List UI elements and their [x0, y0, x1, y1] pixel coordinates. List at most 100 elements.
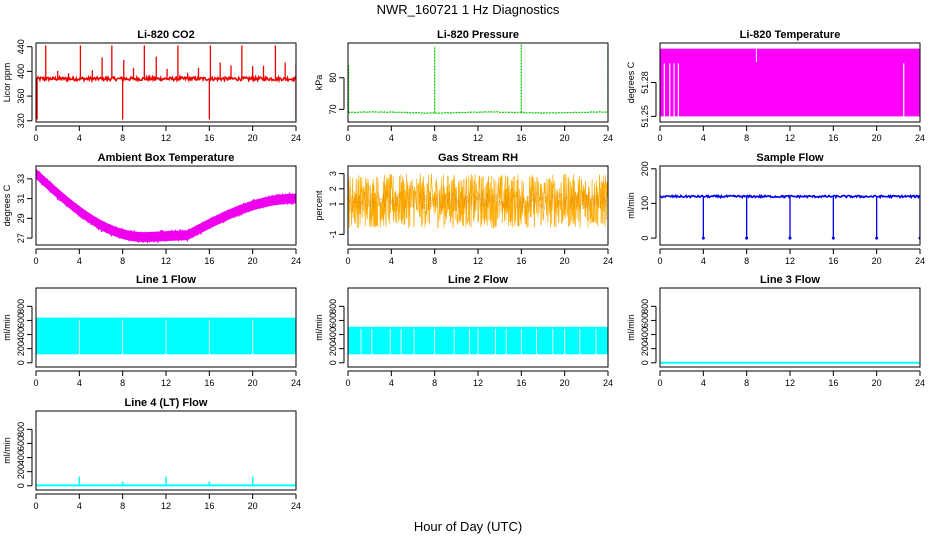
x-tick-label: 20 [872, 256, 882, 266]
panel-y-axis-label: Licor ppm [2, 63, 12, 103]
y-tick-label: 800 [640, 299, 650, 314]
y-tick-label: 200 [640, 341, 650, 356]
y-tick-label: 600 [16, 313, 26, 328]
x-tick-label: 20 [560, 256, 570, 266]
y-tick-label: 0 [328, 360, 338, 365]
y-tick-label: 51.25 [640, 105, 650, 128]
x-tick-label: 24 [915, 133, 925, 143]
x-tick-label: 0 [657, 256, 662, 266]
ambient-band [36, 168, 296, 242]
y-tick-label: 200 [328, 341, 338, 356]
ambient-line [36, 168, 296, 244]
panel-y-axis-label: degrees C [626, 61, 636, 103]
panel-frame [35, 165, 297, 246]
panel-y-axis: -1 1 2 3 [328, 171, 345, 238]
panel-title: Line 1 Flow [136, 274, 196, 286]
y-tick-label: 2 [328, 186, 338, 191]
x-tick-label: 24 [603, 133, 613, 143]
y-tick-label: 31 [16, 194, 26, 204]
panel-title: Gas Stream RH [438, 152, 518, 164]
x-tick-label: 16 [204, 378, 214, 388]
panel-y-axis-label: percent [314, 190, 324, 221]
x-tick-label: 4 [77, 378, 82, 388]
panel-title: Sample Flow [756, 152, 824, 164]
panel-x-axis: 0 4 8 12 16 20 24 [33, 370, 301, 388]
panel-8: Line 2 Flow ml/min 0 4 8 12 16 20 24 0 20040060080… [314, 274, 613, 388]
panel-series [660, 193, 920, 240]
x-tick-label: 12 [473, 133, 483, 143]
x-tick-label: 16 [204, 256, 214, 266]
panel-series [36, 45, 296, 120]
y-tick-label: 360 [16, 89, 26, 104]
panel-1: Li-820 CO2 Licor ppm 0 4 8 12 16 20 24 320 360 400 4… [2, 29, 301, 143]
y-tick-label: 1 [328, 201, 338, 206]
x-tick-label: 8 [432, 133, 437, 143]
y-tick-label: 3 [328, 171, 338, 176]
rh-line-dark [348, 191, 608, 211]
y-tick-label: 600 [328, 313, 338, 328]
y-tick-label: 440 [16, 39, 26, 54]
panel-series [348, 173, 608, 229]
y-tick-label: 400 [328, 327, 338, 342]
x-tick-label: 0 [33, 501, 38, 511]
x-tick-label: 4 [77, 133, 82, 143]
y-tick-label: 0 [16, 483, 26, 488]
panel-series [36, 168, 296, 244]
sample-flow-dip-point [788, 236, 792, 240]
panel-y-axis: 320 360 400 440 [16, 39, 33, 128]
x-tick-label: 16 [516, 378, 526, 388]
panel-x-axis: 0 4 8 12 16 20 24 [345, 370, 613, 388]
x-tick-label: 16 [204, 133, 214, 143]
panel-y-axis: 0 100 200 [640, 161, 657, 241]
panel-4: Ambient Box Temperature degrees C 0 4 8 12 16 2… [2, 152, 301, 266]
panel-frame [35, 42, 297, 123]
rh-line [348, 173, 608, 229]
x-tick-label: 0 [657, 378, 662, 388]
temperature-band [660, 48, 920, 117]
x-tick-label: 12 [161, 133, 171, 143]
x-tick-label: 8 [120, 378, 125, 388]
x-tick-label: 8 [432, 378, 437, 388]
x-tick-label: 20 [560, 378, 570, 388]
sample-flow-dip-point [701, 236, 705, 240]
x-tick-label: 4 [389, 378, 394, 388]
x-tick-label: 4 [701, 133, 706, 143]
y-tick-label: 200 [640, 161, 650, 176]
y-tick-label: 0 [640, 360, 650, 365]
panel-frame [347, 287, 609, 368]
x-tick-label: 24 [291, 501, 301, 511]
panel-3: Li-820 Temperature degrees C 0 4 8 12 16 20 24 51… [626, 29, 925, 143]
y-tick-label: 29 [16, 213, 26, 223]
x-tick-label: 8 [744, 256, 749, 266]
sample-flow-dip-point [875, 236, 879, 240]
y-tick-label: 800 [16, 422, 26, 437]
co2-line [36, 74, 296, 84]
x-tick-label: 24 [603, 256, 613, 266]
panel-x-axis: 0 4 8 12 16 20 24 [33, 125, 301, 143]
x-tick-label: 16 [204, 501, 214, 511]
panel-title: Li-820 Temperature [740, 29, 841, 41]
panel-series [36, 317, 296, 355]
x-tick-label: 12 [161, 256, 171, 266]
x-tick-label: 16 [516, 256, 526, 266]
x-tick-label: 0 [33, 133, 38, 143]
x-tick-label: 0 [33, 256, 38, 266]
x-tick-label: 12 [161, 378, 171, 388]
x-tick-label: 20 [560, 133, 570, 143]
panel-x-axis: 0 4 8 12 16 20 24 [657, 125, 925, 143]
x-tick-label: 12 [473, 256, 483, 266]
x-tick-label: 8 [744, 133, 749, 143]
x-tick-label: 4 [701, 256, 706, 266]
x-tick-label: 0 [345, 256, 350, 266]
panel-series [660, 48, 920, 117]
y-tick-label: -1 [328, 230, 338, 238]
panel-y-axis: 27 29 31 33 [16, 174, 33, 243]
panel-2: Li-820 Pressure kPa 0 4 8 12 16 20 24 70 80 [314, 29, 613, 143]
x-tick-label: 24 [291, 256, 301, 266]
x-tick-label: 16 [828, 378, 838, 388]
x-tick-label: 24 [291, 133, 301, 143]
panel-y-axis-label: ml/min [2, 437, 12, 464]
